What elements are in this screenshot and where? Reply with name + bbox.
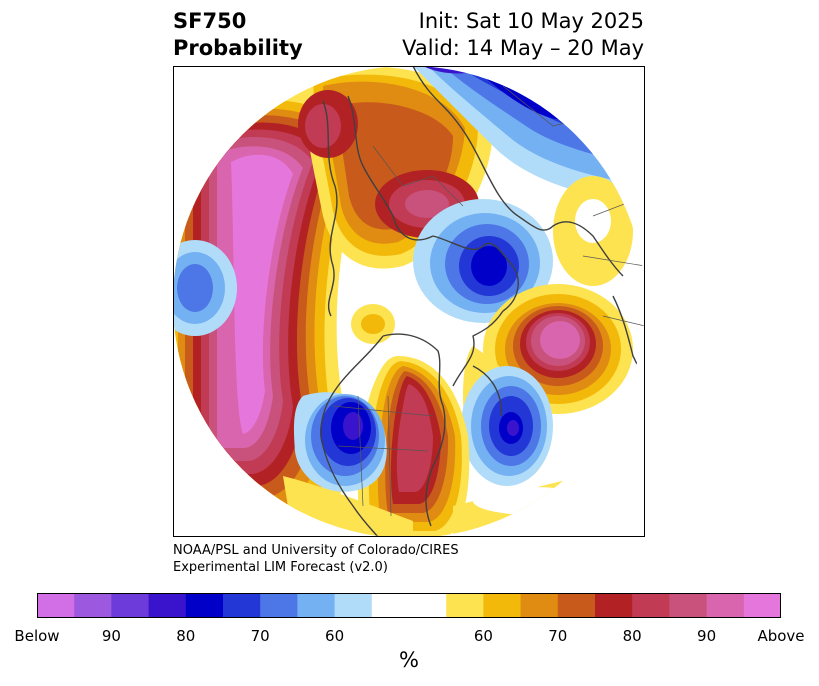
probability-field [173,66,645,537]
colorbar-swatch [446,593,484,618]
colorbar-swatch [111,593,150,618]
colorbar-swatch [371,593,410,618]
west-us-low-anomaly [293,392,387,492]
colorbar-unit: % [399,648,419,672]
colorbar-swatch [148,593,187,618]
credit-text: NOAA/PSL and University of Colorado/CIRE… [173,542,459,576]
forecast-map [173,66,645,537]
colorbar [37,593,781,618]
baja-high-core [361,314,385,334]
colorbar-tick-label: 60 [473,627,493,645]
colorbar-swatch [74,593,112,618]
colorbar-swatch [520,593,559,618]
title-right: Init: Sat 10 May 2025 Valid: 14 May – 20… [402,8,644,62]
init-date: Init: Sat 10 May 2025 [418,9,644,33]
variable-name: SF750 [173,9,247,33]
colorbar-tick-label: 60 [325,627,345,645]
valid-range: Valid: 14 May – 20 May [402,36,644,60]
colorbar-swatch [334,593,373,618]
colorbar-tick-label: 70 [548,627,568,645]
colorbar-swatch [223,593,261,618]
colorbar-swatch [632,593,670,618]
colorbar-tick-label: Above [757,627,805,645]
colorbar-tick-label: 70 [250,627,270,645]
arctic-low-anomaly [413,199,553,323]
colorbar-tick-label: 90 [697,627,717,645]
colorbar-swatch [557,593,596,618]
mid-atlantic-low-anomaly [461,346,553,486]
colorbar-swatch [483,593,522,618]
colorbar-swatch [297,593,336,618]
colorbar-swatch [409,593,447,618]
colorbar-swatch [669,593,708,618]
colorbar-swatch [595,593,633,618]
colorbar-swatch [743,593,781,618]
credit-line-2: Experimental LIM Forecast (v2.0) [173,560,388,575]
colorbar-swatch [37,593,75,618]
colorbar-swatch [185,593,224,618]
colorbar-tick-label: 80 [622,627,642,645]
product-name: Probability [173,36,303,60]
colorbar-tick-label: 80 [176,627,196,645]
south-atlantic-white-gap [473,487,593,515]
colorbar-swatch [706,593,745,618]
russia-high-anomaly [553,176,633,286]
colorbar-swatch [260,593,298,618]
colorbar-tick-label: Below [14,627,60,645]
colorbar-tick-label: 90 [101,627,121,645]
colorbar-border [37,593,781,618]
title-left: SF750 Probability [173,8,303,62]
credit-line-1: NOAA/PSL and University of Colorado/CIRE… [173,543,459,558]
